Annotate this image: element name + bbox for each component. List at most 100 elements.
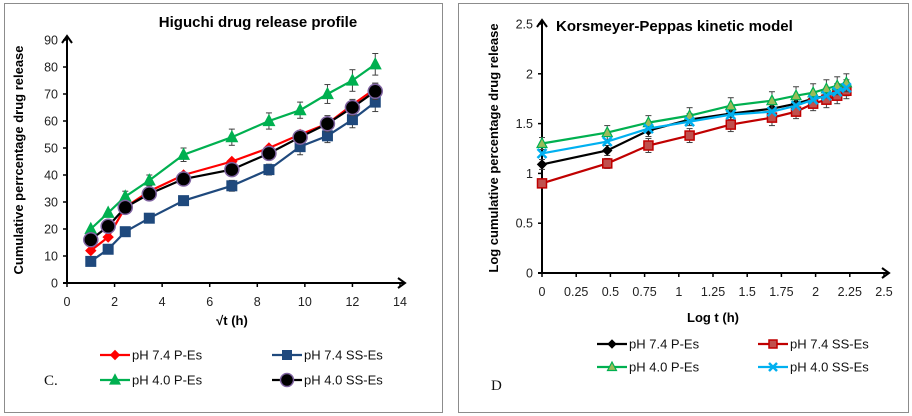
legend-label: pH 4.0 P-Es (132, 373, 203, 388)
marker-stroke (807, 94, 819, 106)
legend-entry: pH 4.0 P-Es (597, 360, 700, 375)
marker-stroke (601, 136, 613, 147)
x-tick-label: 1.75 (769, 285, 793, 299)
x-tick-label: 2.25 (838, 285, 862, 299)
y-tick-label: 0.5 (516, 217, 533, 231)
right-plot-area: 0 0.5 1 1.5 2 2.5 0 0.25 0.5 0.75 1 1.25 1.5 1.75 2 2.2… (516, 18, 893, 375)
data-point (293, 102, 307, 116)
data-point (346, 114, 358, 126)
data-point (766, 106, 778, 118)
legend-marker-icon (768, 339, 778, 349)
data-point (143, 212, 155, 224)
legend-label: pH 7.4 P-Es (132, 348, 203, 363)
marker-stroke (831, 86, 843, 98)
data-point (790, 88, 803, 101)
y-tick-label: 50 (44, 142, 58, 156)
data-point (807, 94, 819, 106)
legend-label: pH 7.4 P-Es (629, 337, 700, 352)
data-point (102, 243, 114, 255)
y-tick-label: 0 (51, 277, 58, 291)
marker-stroke (536, 148, 548, 159)
legend-label: pH 4.0 SS-Es (790, 360, 869, 375)
data-point (725, 119, 737, 130)
data-point (118, 189, 132, 202)
legend-entry: pH 7.4 SS-Es (758, 337, 869, 352)
y-tick-label: 1.5 (516, 117, 533, 131)
data-point (262, 113, 276, 127)
data-point (85, 255, 97, 267)
data-point (831, 78, 844, 91)
y-tick-label: 20 (44, 223, 58, 237)
data-point (765, 93, 778, 106)
data-point (601, 136, 613, 147)
series-ph-4-0-ss-es (83, 82, 384, 248)
legend-entry: pH 4.0 SS-Es (272, 373, 383, 388)
right-y-axis-label: Log cumulative percentage drug release (486, 23, 501, 272)
x-tick-label: 2 (812, 285, 819, 299)
data-point (101, 205, 115, 218)
series-line (541, 86, 847, 155)
data-point (226, 180, 238, 192)
x-tick-label: 6 (206, 295, 213, 309)
x-tick-label: 0.25 (564, 285, 588, 299)
x-tick-label: 1.5 (739, 285, 756, 299)
data-point (602, 158, 613, 169)
data-point (117, 199, 134, 216)
data-point (643, 140, 654, 151)
data-point (141, 186, 158, 202)
y-tick-label: 70 (44, 88, 58, 102)
data-point (724, 98, 737, 111)
marker-stroke (768, 362, 778, 372)
data-point (261, 145, 277, 162)
data-point (642, 115, 655, 128)
y-tick-label: 40 (44, 169, 58, 183)
data-point (224, 161, 240, 178)
data-point (536, 136, 548, 149)
data-point (820, 81, 833, 94)
x-tick-label: 12 (345, 295, 359, 309)
legend-marker-icon (768, 362, 778, 372)
x-tick-label: 14 (393, 295, 407, 309)
data-point (263, 164, 275, 176)
data-point (368, 57, 382, 70)
legend-label: pH 4.0 P-Es (629, 360, 700, 375)
marker-stroke (684, 116, 695, 127)
x-tick-label: 1.25 (701, 285, 725, 299)
series-ph-4-0-p-es (536, 73, 853, 150)
legend-marker-icon (109, 373, 121, 385)
y-tick-label: 10 (44, 250, 58, 264)
data-point (536, 159, 548, 170)
data-point (175, 171, 192, 187)
y-tick-label: 80 (44, 61, 58, 75)
legend-marker-icon (109, 349, 121, 361)
data-point (177, 147, 191, 160)
data-point (344, 99, 361, 116)
legend-entry: pH 7.4 SS-Es (272, 348, 383, 363)
y-tick-label: 90 (44, 34, 58, 48)
data-point (367, 83, 384, 100)
data-point (536, 148, 548, 159)
data-point (831, 86, 843, 98)
data-point (790, 100, 802, 112)
x-tick-label: 4 (159, 295, 166, 309)
marker-stroke (821, 90, 832, 102)
left-panel-letter: C. (44, 373, 58, 389)
y-tick-label: 60 (44, 115, 58, 129)
marker-stroke (725, 109, 737, 121)
left-y-axis-label: Cumulative perrcentage drug release (11, 45, 26, 274)
legend-marker-icon (279, 372, 295, 388)
left-x-axis-label: √t (h) (216, 313, 248, 328)
legend-marker-icon (607, 339, 617, 349)
marker-stroke (643, 123, 654, 134)
data-point (100, 218, 116, 235)
x-tick-label: 8 (254, 295, 261, 309)
data-point (536, 178, 548, 189)
x-tick-label: 1 (675, 285, 682, 299)
legend-entry: pH 4.0 P-Es (100, 373, 203, 388)
series-line (90, 63, 376, 230)
data-point (684, 116, 695, 127)
x-tick-label: 0.5 (602, 285, 619, 299)
data-point (840, 82, 852, 94)
data-point (119, 226, 131, 238)
